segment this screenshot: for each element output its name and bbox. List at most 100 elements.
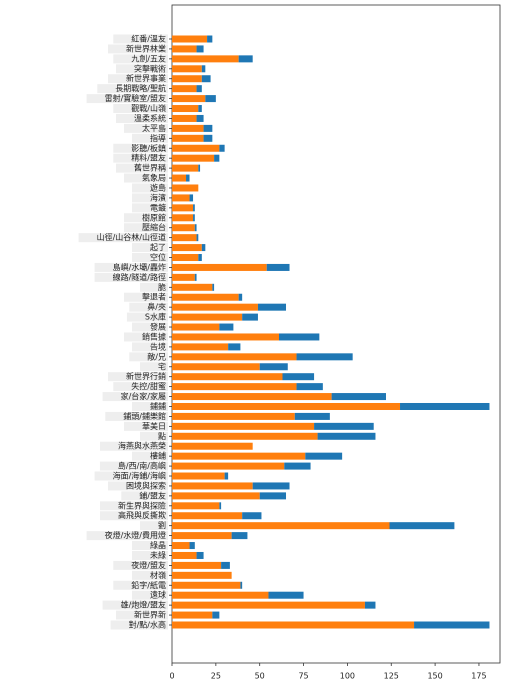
y-tick-label: 長期戰略/聖航 xyxy=(115,83,166,93)
bar-segment xyxy=(194,273,197,281)
label-background xyxy=(124,332,168,342)
bar-segment xyxy=(198,105,202,113)
label-background xyxy=(132,203,168,213)
bar-segment xyxy=(172,303,258,311)
label-background xyxy=(132,133,168,143)
bar-segment xyxy=(296,353,353,361)
bar-segment xyxy=(172,551,197,559)
label-background xyxy=(132,322,168,332)
bar-segment xyxy=(189,194,194,202)
bar-segment xyxy=(172,601,365,609)
label-background xyxy=(132,243,168,253)
bar-segment xyxy=(278,333,320,341)
bar-segment xyxy=(203,124,213,132)
label-background xyxy=(132,183,168,193)
x-tick-label: 150 xyxy=(427,672,442,681)
y-tick-label: 太平島 xyxy=(142,123,166,133)
y-tick-label: 家/台家/家屬 xyxy=(121,391,166,401)
bar-segment xyxy=(172,363,260,371)
label-background xyxy=(113,382,168,392)
y-tick-label: 電鍍 xyxy=(150,202,166,212)
label-background xyxy=(108,481,168,491)
y-tick-label: 新生界與探險 xyxy=(118,500,166,510)
label-background xyxy=(99,461,168,471)
label-background xyxy=(94,471,168,481)
y-tick-label: 島嶼/水壩/轟炸 xyxy=(113,262,166,272)
bar-segment xyxy=(172,105,199,113)
label-background xyxy=(132,401,168,411)
bar-segment xyxy=(172,174,187,182)
label-background xyxy=(124,223,168,233)
bar-segment xyxy=(207,35,213,43)
bar-segment xyxy=(224,472,229,480)
bar-segment xyxy=(172,124,204,132)
y-tick-label: 鋪/盟友 xyxy=(139,490,166,500)
bar-segment xyxy=(172,204,194,212)
bar-segment xyxy=(172,35,208,43)
bar-segment xyxy=(172,502,220,510)
y-tick-label: 觀戰/山嶺 xyxy=(131,103,166,113)
bar-segment xyxy=(196,234,199,242)
y-tick-label: 綠晶 xyxy=(150,540,166,550)
y-tick-label: 舊世界稱 xyxy=(134,163,166,173)
bar-segment xyxy=(257,303,287,311)
bar-segment xyxy=(221,561,230,569)
label-background xyxy=(129,352,168,362)
label-background xyxy=(124,173,168,183)
y-tick-label: 點 xyxy=(158,431,166,441)
bar-segment xyxy=(172,412,295,420)
bar-segment xyxy=(414,621,490,629)
y-tick-label: 鋪頭/鋪樂館 xyxy=(123,411,166,421)
y-tick-label: 島/西/南/高嶼 xyxy=(118,461,166,471)
bar-segment xyxy=(240,581,243,589)
label-background xyxy=(113,54,168,64)
label-background xyxy=(132,193,168,203)
bar-segment xyxy=(196,114,204,122)
label-background xyxy=(113,560,168,570)
bar-segment xyxy=(172,561,222,569)
bar-segment xyxy=(172,442,253,450)
bar-segment xyxy=(214,154,220,162)
label-background xyxy=(116,64,168,74)
bar-segment xyxy=(242,512,262,520)
bar-segment xyxy=(203,134,213,142)
bar-segment xyxy=(172,452,306,460)
x-tick-label: 175 xyxy=(471,672,486,681)
y-tick-label: 氣象局 xyxy=(142,173,166,183)
bar-segment xyxy=(305,452,343,460)
y-tick-label: 九劍/五友 xyxy=(131,53,166,63)
bar-segment xyxy=(242,313,258,321)
y-tick-label: 遠球 xyxy=(150,590,166,600)
bar-segment xyxy=(314,422,374,430)
bar-segment xyxy=(172,214,194,222)
label-background xyxy=(132,451,168,461)
label-background xyxy=(105,411,168,421)
bar-segment xyxy=(364,601,376,609)
label-background xyxy=(126,312,168,322)
label-background xyxy=(140,362,168,372)
bar-segment xyxy=(172,184,199,192)
y-tick-label: 新世界行銷 xyxy=(126,371,166,381)
bar-segment xyxy=(198,164,201,172)
y-tick-label: 對/點/水高 xyxy=(129,620,166,630)
y-tick-label: 壓縮台 xyxy=(142,222,166,232)
bar-segment xyxy=(172,65,202,73)
y-tick-label: 空位 xyxy=(150,252,166,262)
bar-segment xyxy=(172,244,202,252)
y-tick-label: 海燕與水燕榮 xyxy=(118,441,166,451)
bar-segment xyxy=(172,581,241,589)
bar-segment xyxy=(201,65,206,73)
label-background xyxy=(132,342,168,352)
y-tick-label: 未綠 xyxy=(150,550,166,560)
label-background xyxy=(102,392,168,402)
bar-segment xyxy=(219,144,225,152)
y-tick-label: 起了 xyxy=(150,243,166,252)
bar-segment xyxy=(172,542,190,550)
bar-segment xyxy=(172,343,229,351)
bar-segment xyxy=(400,402,490,410)
bar-segment xyxy=(212,611,220,619)
y-tick-label: 溫柔系統 xyxy=(134,113,166,123)
bar-segment xyxy=(172,512,243,520)
label-background xyxy=(110,620,168,630)
y-tick-label: 敵/兄 xyxy=(147,351,166,361)
